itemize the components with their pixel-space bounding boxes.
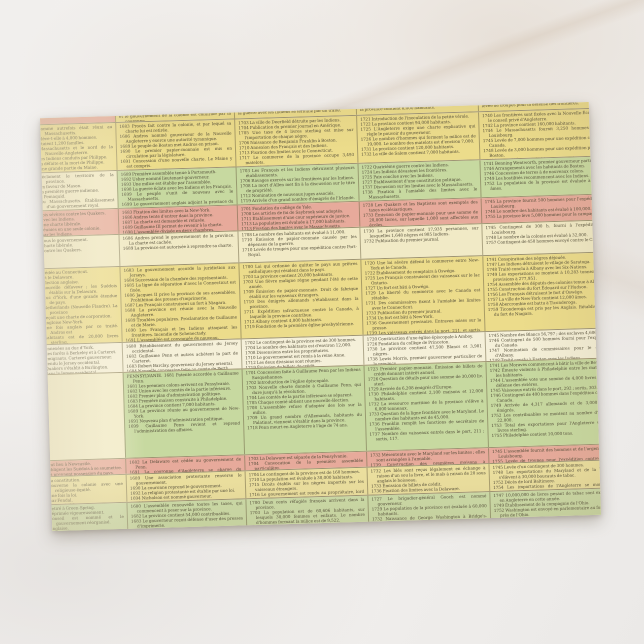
- table-cell: 1720 Construction d'une église épiscopal…: [362, 332, 486, 365]
- table-cell: lois sévères contre les Quakers. avec les…: [42, 208, 119, 237]
- chronological-chart-postcard: et le gouvernement de la colonie est con…: [39, 101, 602, 532]
- event-line: 1703 La population est de 60,606 habitan…: [249, 506, 365, 526]
- table-cell: 1745 L'assemblée fournit des hommes et d…: [487, 444, 600, 464]
- chronology-table: et le gouvernement de la colonie est con…: [39, 101, 602, 532]
- table-cell: 1745 Nombre des Blancs 56,797 ; des escl…: [484, 328, 597, 362]
- table-cell: 1720 Une loi sévère défend le commerce e…: [360, 256, 485, 335]
- table-cell: 1700 Deux cents réfugiés français arrive…: [245, 495, 369, 529]
- table-cell: comme autrefois était réuni au Massachus…: [40, 123, 117, 173]
- event-line: une grande partie du Maine.: [40, 164, 98, 172]
- table-cell: sous le gouvernement. charte libérale. con…: [43, 234, 120, 269]
- table-cell: 1722 Quatrième guerre contre les Indiens…: [357, 160, 481, 201]
- table-cell: annexées au duc d'York. des forêts à Berk…: [46, 342, 123, 375]
- event-line: contre les Quakers.: [43, 247, 82, 254]
- event-line: 1737 Nombre des vaisseaux entrés dans le…: [369, 428, 485, 442]
- table-cell: [47, 372, 126, 461]
- table-cell: 1700 Loi qui ordonne de quitter le pays …: [238, 259, 363, 339]
- event-line: 1715 Récolte de tabac ravagée.: [250, 527, 365, 529]
- table-cell: 1745 La province fournit 500 hommes pour…: [480, 194, 593, 224]
- event-line: 1691 Charte octroyée pour l'établissemen…: [131, 530, 243, 531]
- table-cell: 1721 Introduction de l'inoculation de la…: [356, 112, 480, 163]
- event-line: la province contient 8,000 habitants.: [359, 105, 436, 112]
- table-cell: 1689 Première assemblée tenue à Portsmou…: [116, 167, 237, 208]
- event-line: la guerre avec les Indiens se termine pa…: [237, 108, 342, 116]
- table-cell: 1683 Fixation des limites avec la New-Yo…: [117, 205, 238, 234]
- table-cell: cédée au Connecticut. et le Delaware. élec…: [44, 266, 122, 345]
- table-cell: 1741 Conspiration des nègres déjouée. 174…: [482, 252, 596, 332]
- table-cell: 1701 Concession faite à Guillaume Penn p…: [241, 365, 367, 455]
- table-cell: 1704 Le contingent de la province est de…: [244, 467, 368, 499]
- table-cell: retiré à Green-Spring. réprimée vigoureus…: [51, 502, 128, 532]
- table-cell: 1689 Une association protestante renvers…: [125, 471, 246, 502]
- event-line: levée de troupes pour la défense des fro…: [481, 101, 580, 109]
- table-cell: sa constitution. gouverne la colonie avec…: [50, 474, 127, 505]
- table-cell: 1740 Les frontières sont fixées avec la …: [478, 108, 591, 160]
- table-cell: 1745 Levée d'un contingent de 300 hommes…: [488, 460, 601, 492]
- table-cell: 1745 Contingent de 300 h. fourni à l'exp…: [481, 220, 594, 256]
- table-cell: réclament le territoire de la province. e…: [41, 170, 118, 211]
- table-cell: 1702 Le contingent de la province est de…: [240, 335, 364, 369]
- table-cell: 1730 La province contient 17,935 personn…: [359, 224, 483, 259]
- table-cell: 1683 Procès fait contre la colonie, et p…: [115, 119, 236, 170]
- event-line: 1738 Fixation à l'amiable des limites av…: [362, 186, 478, 200]
- table-cell: 1703 La ville de Deerfield détruite par …: [234, 115, 358, 167]
- table-cell: 1686 Andros prend le gouvernement de la …: [118, 231, 239, 266]
- table-cell: PENNSYLVANIE. 1681 Patente accordée à Gu…: [122, 369, 245, 458]
- band-row-pennsylvania: PENNSYLVANIE. 1681 Patente accordée à Gu…: [47, 357, 599, 461]
- table-cell: 1708 Le nombre des habitants est évalué …: [237, 227, 361, 263]
- table-cell: eut lieu à Newcastle. obligent les Suédoi…: [50, 458, 126, 477]
- table-cell: 1741 Benning Wentworth, premier gouverne…: [479, 156, 592, 198]
- table-cell: 1747 10,000,000 de livres pesant de taba…: [489, 488, 602, 522]
- table-cell: 1728 Les Quakers et les Baptistes sont e…: [358, 198, 482, 227]
- marble-vein: [300, 0, 644, 120]
- table-cell: 1741 Les Moraves commencent à bâtir la v…: [485, 358, 599, 448]
- table-cell: 1683 Le gouvernement accorde la juridict…: [119, 263, 241, 342]
- table-cell: 1703 Les Français et les Indiens détruis…: [235, 163, 359, 205]
- table-cell: 1732 Les blés sont reçus légalement en é…: [366, 464, 490, 495]
- event-line: 1739 La Virginie et le Maryland exporten…: [372, 523, 487, 525]
- event-line: du Massachusetts. Établissement d'un gou…: [41, 197, 115, 210]
- event-line: 1699 Guillaume Penn revient et reprend l…: [128, 420, 241, 434]
- table-cell: 1727 Le brigadier-général Gooch est nomm…: [367, 492, 491, 525]
- table-cell: 1680 L'assemblée renouvelle toutes les t…: [126, 499, 247, 532]
- table-cell: 1680 Rétablissement du gouvernement du J…: [121, 339, 242, 372]
- event-line: 1710 Levée de troupes pour une expéditio…: [241, 243, 358, 258]
- table-cell: 1723 Premier papier-monnaie. Émission de…: [363, 362, 488, 451]
- table-cell: 1701 Fondation du collège de Yale. 1708 L…: [236, 201, 360, 231]
